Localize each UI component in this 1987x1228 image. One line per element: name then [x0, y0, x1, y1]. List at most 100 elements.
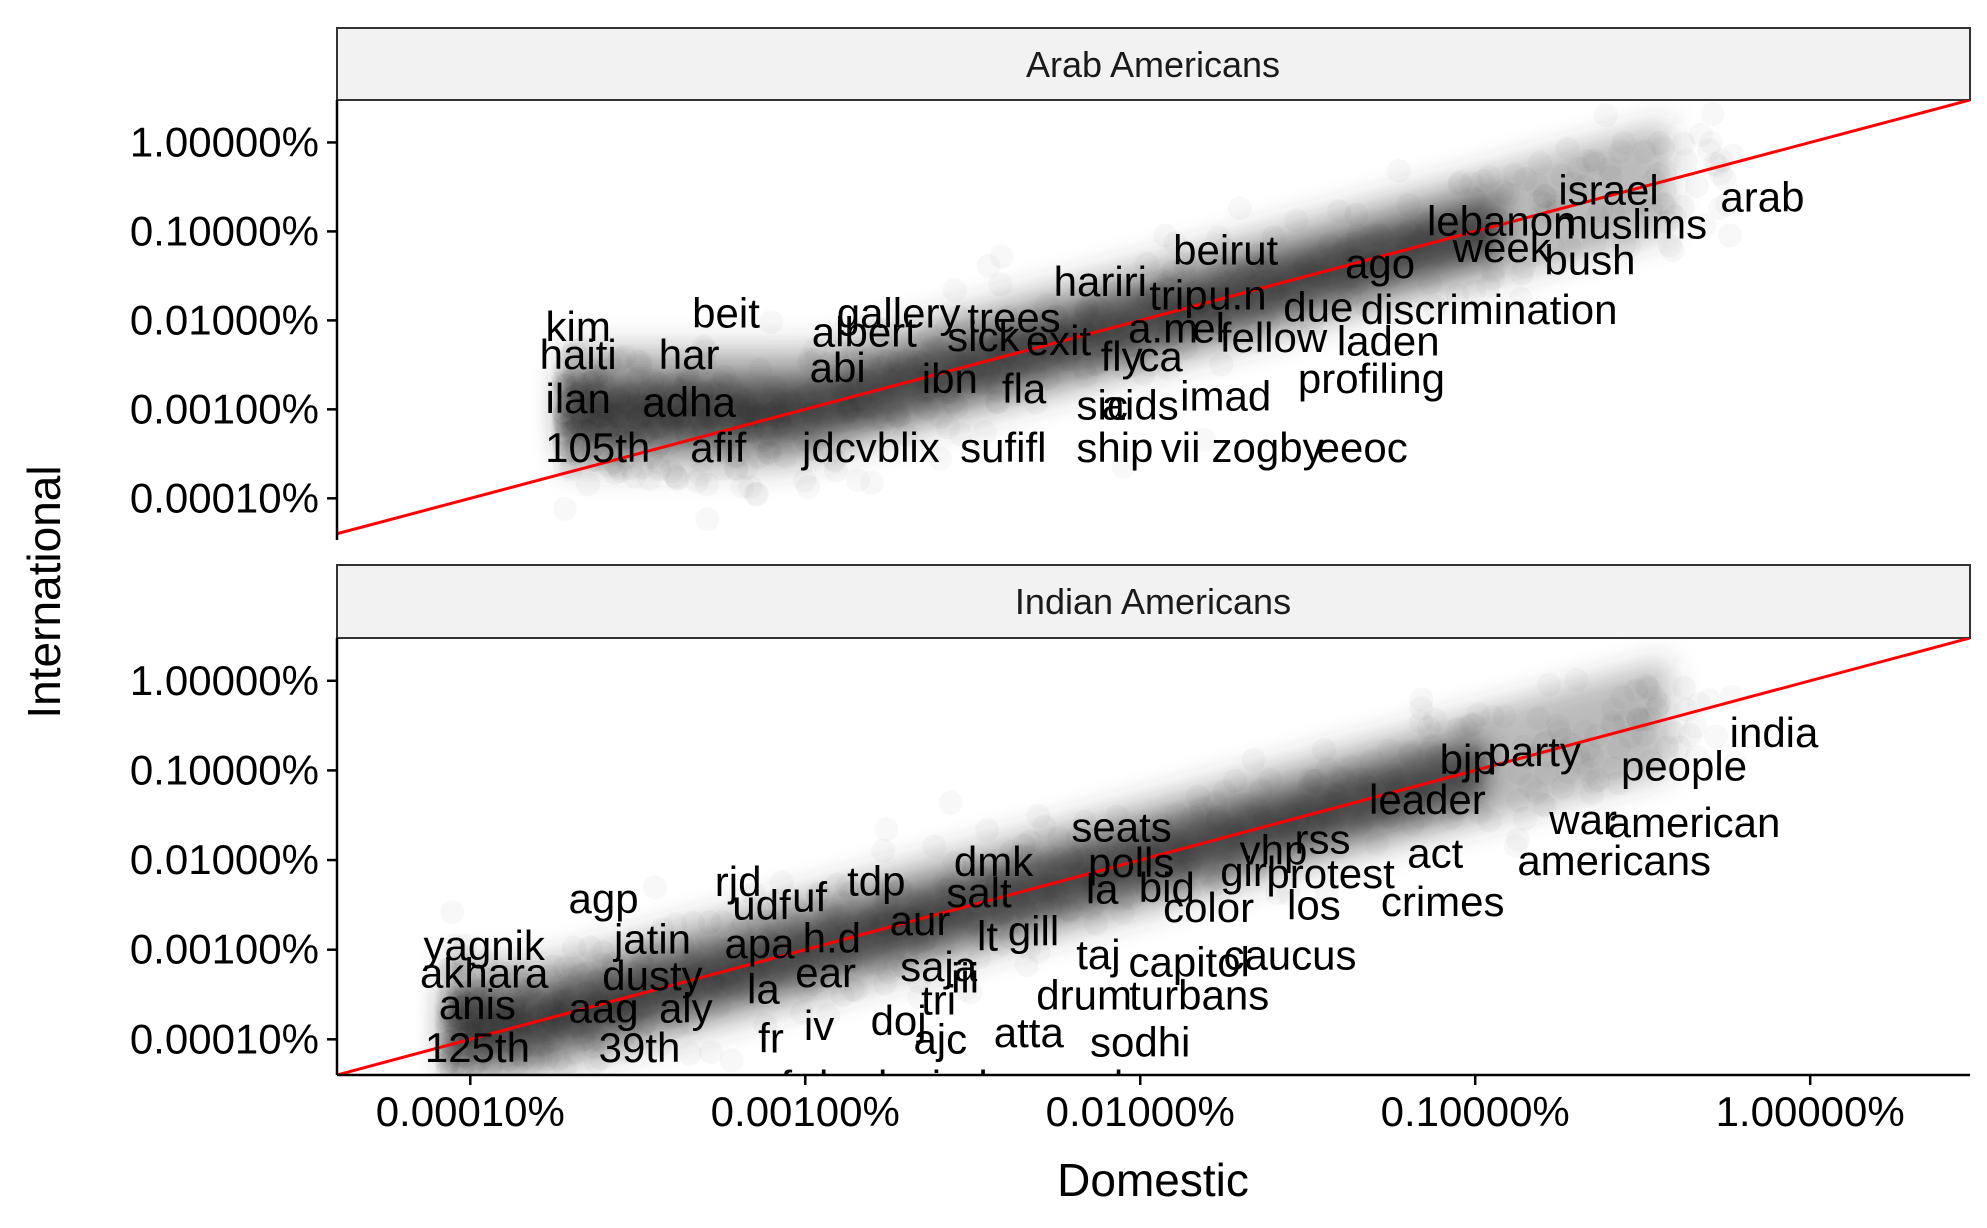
point-density-core	[563, 193, 1502, 443]
word-label: nufe	[734, 1062, 816, 1109]
word-label: el	[1192, 305, 1225, 352]
word-label: zogby	[1212, 424, 1324, 471]
data-point	[643, 875, 667, 899]
word-label: har	[659, 331, 720, 378]
word-label: protest	[1266, 850, 1395, 897]
word-label: a.m	[1128, 305, 1198, 352]
word-label: jatin	[612, 916, 691, 963]
word-label: bush	[1544, 237, 1635, 284]
data-point	[1685, 174, 1709, 198]
word-label: caucus	[1223, 932, 1356, 979]
strip-background	[336, 564, 1971, 639]
x-tick-label: 0.00010%	[376, 1088, 565, 1135]
data-point	[1594, 103, 1618, 127]
word-label: bid	[1139, 864, 1195, 911]
data-point	[873, 972, 897, 996]
data-point	[846, 468, 870, 492]
y-tick-label: 0.00100%	[130, 385, 319, 432]
word-label: aclu	[1070, 1062, 1147, 1109]
strip-title: Indian Americans	[1015, 581, 1291, 622]
word-label: fellow	[1220, 314, 1328, 361]
word-label: aur	[890, 897, 951, 944]
x-axis-title: Domestic	[1057, 1154, 1249, 1206]
word-label: party	[1488, 728, 1581, 775]
word-label: leader	[1369, 776, 1486, 823]
word-label: people	[1621, 743, 1747, 790]
word-label: afif	[690, 424, 746, 471]
word-label: israel	[1558, 166, 1658, 213]
word-label: american	[1608, 799, 1781, 846]
word-label: eeoc	[1317, 424, 1408, 471]
data-point	[1015, 953, 1039, 977]
word-label: drum	[1036, 971, 1132, 1018]
word-label: lebanon	[1427, 197, 1576, 244]
panel-arab-americans: Arab Americans arab israelmuslimslebanonw…	[130, 27, 1971, 540]
word-label: sufifl	[960, 424, 1046, 471]
word-label: iv	[804, 1002, 834, 1049]
data-point	[626, 350, 650, 374]
word-label: india	[1730, 709, 1819, 756]
x-tick-label: 1.00000%	[1716, 1088, 1905, 1135]
data-point	[1462, 712, 1486, 736]
word-label: bs	[819, 1062, 863, 1109]
strip-background	[336, 27, 1971, 101]
word-label: taj	[1076, 931, 1120, 978]
word-label: beirut	[1173, 227, 1278, 274]
x-tick-label: 0.01000%	[1046, 1088, 1235, 1135]
word-label: kim	[546, 303, 611, 350]
data-point	[763, 375, 787, 399]
word-label: apa	[724, 920, 795, 967]
y-axis-ticks: 0.00010% 0.00100% 0.01000% 0.10000% 1.00000%	[130, 118, 337, 521]
word-label: ear	[795, 949, 856, 996]
word-label: akhara	[420, 950, 549, 997]
data-point	[578, 936, 602, 960]
word-label: rss	[1295, 815, 1351, 862]
word-label: uf	[792, 874, 827, 921]
data-point	[695, 507, 719, 531]
word-label: dusty	[602, 952, 702, 999]
word-label: salt	[946, 869, 1012, 916]
word-label: 125th	[425, 1024, 530, 1071]
word-label: yagnik	[423, 922, 545, 969]
data-point	[759, 310, 783, 334]
word-label: sodhi	[1090, 1019, 1190, 1066]
word-label: exit	[1026, 317, 1092, 364]
y-tick-label: 1.00000%	[130, 657, 319, 704]
word-label: week	[1452, 224, 1552, 271]
word-label: tri	[921, 977, 956, 1024]
data-point	[1565, 668, 1589, 692]
word-label: crimes	[1381, 878, 1505, 925]
word-label: dmk	[954, 838, 1034, 885]
word-label: abi	[810, 344, 866, 391]
word-label: fr	[758, 1015, 784, 1062]
word-label: laziodnc	[878, 1062, 1032, 1109]
word-label: aly	[659, 985, 713, 1032]
word-label: vii	[1161, 424, 1201, 471]
data-point	[1409, 710, 1433, 734]
word-label: seats	[1071, 804, 1171, 851]
data-point	[773, 444, 797, 468]
word-label: vhp	[1240, 826, 1308, 873]
data-point	[939, 791, 963, 815]
y-tick-label: 0.01000%	[130, 836, 319, 883]
data-point	[1556, 137, 1580, 161]
data-point	[1397, 193, 1421, 217]
word-label: hariri	[1054, 258, 1147, 305]
reference-line-y-equals-x	[337, 100, 1970, 536]
word-label: h.d	[803, 914, 861, 961]
data-point	[875, 818, 899, 842]
data-point	[747, 445, 771, 469]
data-point	[796, 475, 820, 499]
data-point	[699, 1040, 723, 1064]
data-point	[1399, 740, 1423, 764]
plot-area	[337, 638, 1970, 1075]
x-axis-ticks: 0.00010% 0.00100% 0.01000% 0.10000% 1.00000%	[376, 1075, 1905, 1135]
data-point	[1302, 769, 1326, 793]
word-label: capitol	[1128, 939, 1249, 986]
plot-area	[337, 100, 1970, 536]
word-label: ajc	[913, 1016, 967, 1063]
y-tick-label: 1.00000%	[130, 118, 319, 165]
word-label: albert	[812, 309, 917, 356]
word-label: trip	[1149, 272, 1207, 319]
